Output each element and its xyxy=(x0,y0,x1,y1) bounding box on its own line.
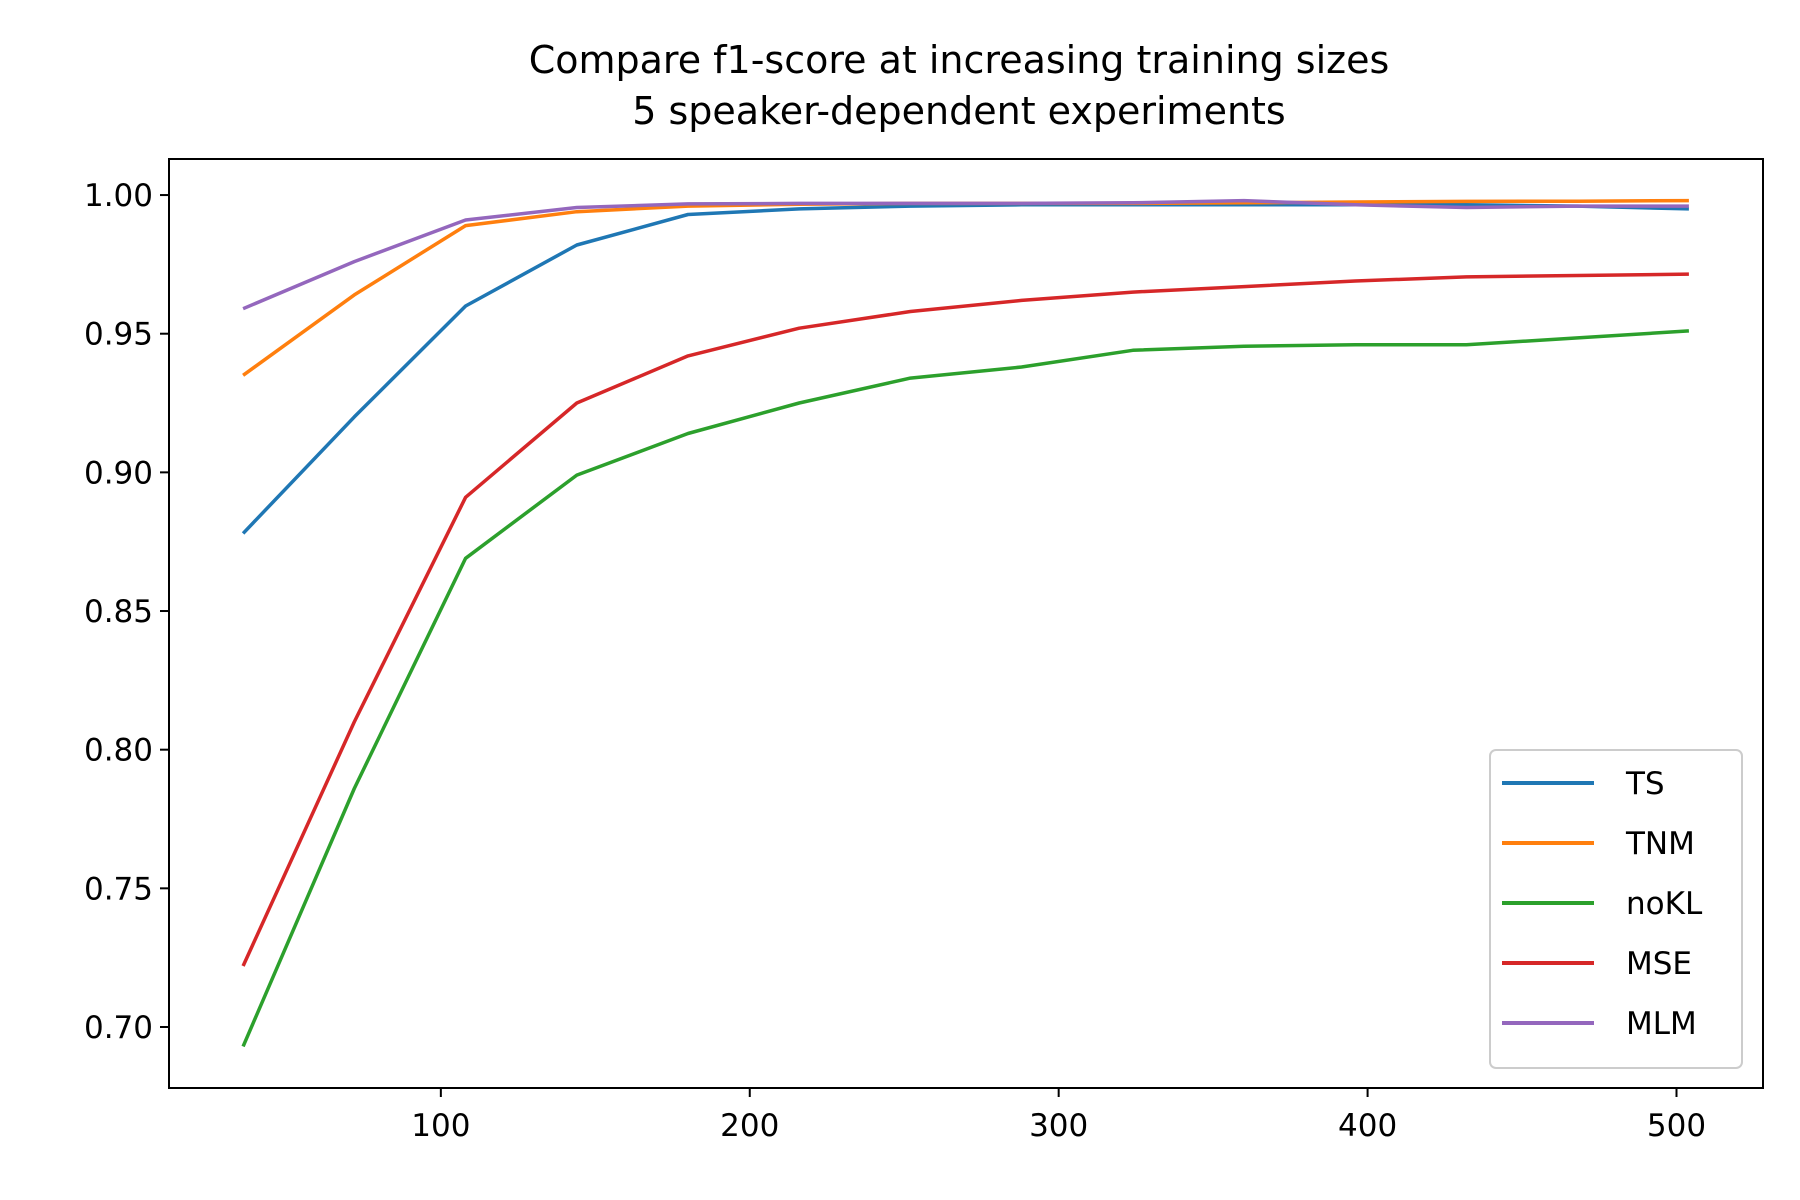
y-tick-label: 0.80 xyxy=(84,733,153,769)
y-tick-label: 0.90 xyxy=(84,455,153,491)
y-tick-label: 0.70 xyxy=(84,1010,153,1046)
x-tick-label: 200 xyxy=(720,1108,779,1144)
y-tick-label: 0.85 xyxy=(84,594,153,630)
x-tick-label: 300 xyxy=(1029,1108,1088,1144)
y-tick-label: 0.75 xyxy=(84,871,153,907)
series-line-nokl xyxy=(241,329,1690,1048)
legend-label-ts: TS xyxy=(1625,766,1665,802)
legend-label-mse: MSE xyxy=(1626,946,1692,982)
series-line-mlm xyxy=(242,198,1689,311)
axes-frame xyxy=(168,158,1764,1089)
chart-subtitle: 5 speaker-dependent experiments xyxy=(632,89,1285,133)
x-tick-label: 400 xyxy=(1338,1108,1397,1144)
legend-items: TS TNM noKL MSE MLM xyxy=(1502,766,1703,1042)
legend-box xyxy=(1489,749,1743,1069)
y-tick-label: 1.00 xyxy=(84,178,153,214)
chart-title: Compare f1-score at increasing training … xyxy=(529,38,1390,82)
legend-label-nokl: noKL xyxy=(1626,886,1703,922)
y-tick-label: 0.95 xyxy=(84,317,153,353)
legend-label-tnm: TNM xyxy=(1625,826,1695,862)
y-axis: 0.70 0.75 0.80 0.85 0.90 0.95 1.00 xyxy=(84,178,169,1046)
series-line-ts xyxy=(241,203,1689,535)
series-line-mse xyxy=(241,272,1689,967)
x-tick-label: 500 xyxy=(1647,1108,1706,1144)
legend-label-mlm: MLM xyxy=(1626,1006,1697,1042)
series-layer xyxy=(241,198,1690,1048)
legend: TS TNM noKL MSE MLM xyxy=(1489,749,1743,1069)
x-tick-label: 100 xyxy=(411,1108,470,1144)
x-axis: 100 200 300 400 500 xyxy=(411,1088,1706,1144)
